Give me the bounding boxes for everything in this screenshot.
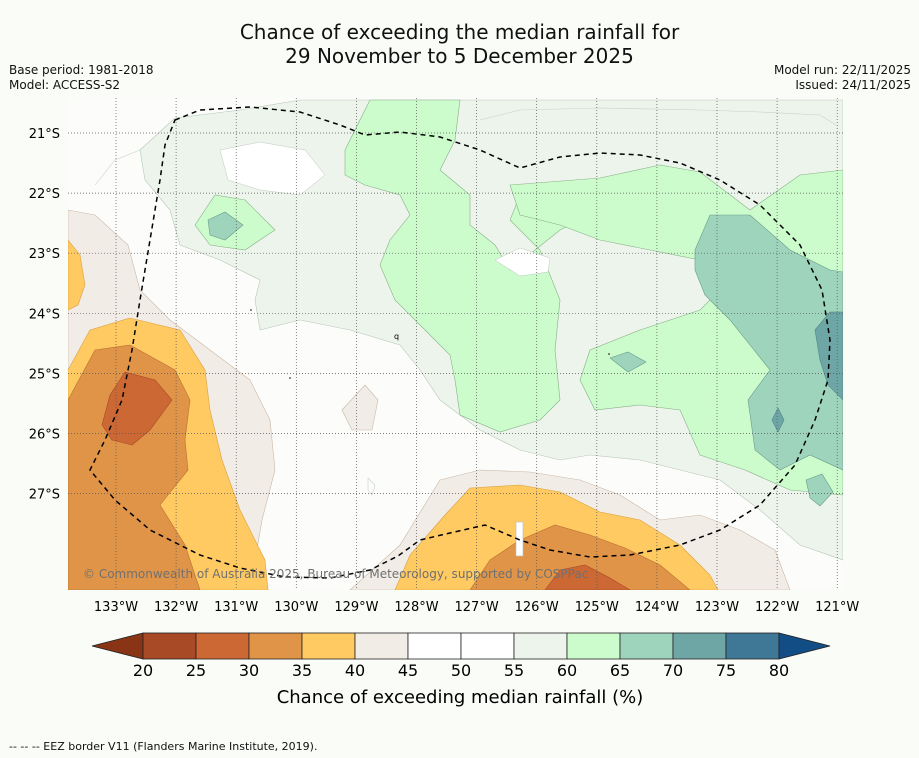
colorbar-over-arrow <box>778 632 831 660</box>
region-65-70-south <box>805 473 834 507</box>
lon-label: 130°W <box>274 600 318 615</box>
region-40-45-mid <box>341 384 379 431</box>
lon-label: 129°W <box>334 600 378 615</box>
lon-label: 133°W <box>94 600 138 615</box>
lon-label: 132°W <box>154 600 198 615</box>
region-70-75-small <box>771 407 785 433</box>
colorbar-segment <box>566 632 621 660</box>
island-marker: q <box>394 332 399 341</box>
map-title: Chance of exceeding the median rainfall … <box>0 20 919 68</box>
island-dot <box>608 353 610 355</box>
colorbar-ticks: 20 25 30 35 40 45 50 55 60 65 70 75 80 <box>133 661 789 680</box>
region-65-70-east <box>694 214 843 471</box>
colorbar-segment <box>460 632 515 660</box>
colorbar-tick: 20 <box>133 661 153 680</box>
meta-left: Base period: 1981-2018 Model: ACCESS-S2 <box>9 63 154 93</box>
region-65-70-center <box>609 351 647 373</box>
map-panel: q © Commonwealth of Australia 2025, Bure… <box>68 98 843 590</box>
lat-label: 24°S <box>29 307 60 322</box>
title-line-1: Chance of exceeding the median rainfall … <box>239 20 680 44</box>
region-35-40-nw <box>68 239 86 311</box>
lon-label: 131°W <box>214 600 258 615</box>
colorbar-tick: 40 <box>345 661 365 680</box>
latitude-labels: 21°S 22°S 23°S 24°S 25°S 26°S 27°S <box>29 127 60 503</box>
contour-line <box>94 107 837 496</box>
colorbar-under-arrow <box>91 632 144 660</box>
lon-label: 127°W <box>455 600 499 615</box>
colorbar <box>91 632 831 660</box>
eez-border <box>89 106 831 579</box>
issued-date: Issued: 24/11/2025 <box>795 78 911 92</box>
region-50-55-north <box>219 141 326 196</box>
colorbar-tick: 50 <box>451 661 471 680</box>
lat-label: 22°S <box>29 187 60 202</box>
model-run: Model run: 22/11/2025 <box>773 63 911 77</box>
lon-label: 122°W <box>755 600 799 615</box>
lat-label: 25°S <box>29 367 60 382</box>
colorbar-tick: 60 <box>557 661 577 680</box>
colorbar-segment <box>248 632 303 660</box>
colorbar-segment <box>725 632 780 660</box>
colorbar-segment <box>513 632 568 660</box>
colorbar-segment <box>195 632 250 660</box>
longitude-labels: 133°W 132°W 131°W 130°W 129°W 128°W 127°W 126°W… <box>94 600 860 615</box>
colorbar-segment <box>142 632 197 660</box>
model-name: Model: ACCESS-S2 <box>9 78 121 92</box>
copyright-text: © Commonwealth of Australia 2025, Bureau… <box>83 567 588 581</box>
colorbar-segment <box>301 632 356 660</box>
colorbar-tick: 30 <box>239 661 259 680</box>
colorbar-tick: 55 <box>504 661 524 680</box>
colorbar-tick: 65 <box>610 661 630 680</box>
lon-label: 121°W <box>815 600 859 615</box>
lat-label: 21°S <box>29 127 60 142</box>
colorbar-segment <box>619 632 674 660</box>
colorbar-tick: 25 <box>186 661 206 680</box>
region-60-65-north <box>344 99 601 433</box>
lon-label: 123°W <box>695 600 739 615</box>
lon-label: 126°W <box>515 600 559 615</box>
lon-label: 128°W <box>394 600 438 615</box>
meta-right: Model run: 22/11/2025 Issued: 24/11/2025 <box>774 63 911 93</box>
colorbar-tick: 75 <box>716 661 736 680</box>
colorbar-tick: 35 <box>292 661 312 680</box>
colorbar-segment <box>672 632 727 660</box>
region-25-30-south <box>544 564 631 590</box>
colorbar-tick: 80 <box>769 661 789 680</box>
colorbar-segment <box>354 632 409 660</box>
lat-label: 23°S <box>29 247 60 262</box>
colorbar-label: Chance of exceeding median rainfall (%) <box>277 687 644 708</box>
region-50-55-small <box>494 247 551 277</box>
island-dot <box>250 309 252 311</box>
lon-label: 124°W <box>635 600 679 615</box>
island-dot <box>289 377 291 379</box>
base-period: Base period: 1981-2018 <box>9 63 154 77</box>
footer-note: -- -- -- EEZ border V11 (Flanders Marine… <box>9 740 318 753</box>
colorbar-tick: 45 <box>398 661 418 680</box>
lon-label: 125°W <box>575 600 619 615</box>
lat-label: 27°S <box>29 488 60 503</box>
region-65-70-west <box>207 211 244 241</box>
colorbar-segment <box>407 632 462 660</box>
region-25-30-west <box>101 371 173 446</box>
colorbar-tick: 70 <box>663 661 683 680</box>
lat-label: 26°S <box>29 428 60 443</box>
gridlines <box>68 98 843 590</box>
title-line-2: 29 November to 5 December 2025 <box>285 44 634 68</box>
